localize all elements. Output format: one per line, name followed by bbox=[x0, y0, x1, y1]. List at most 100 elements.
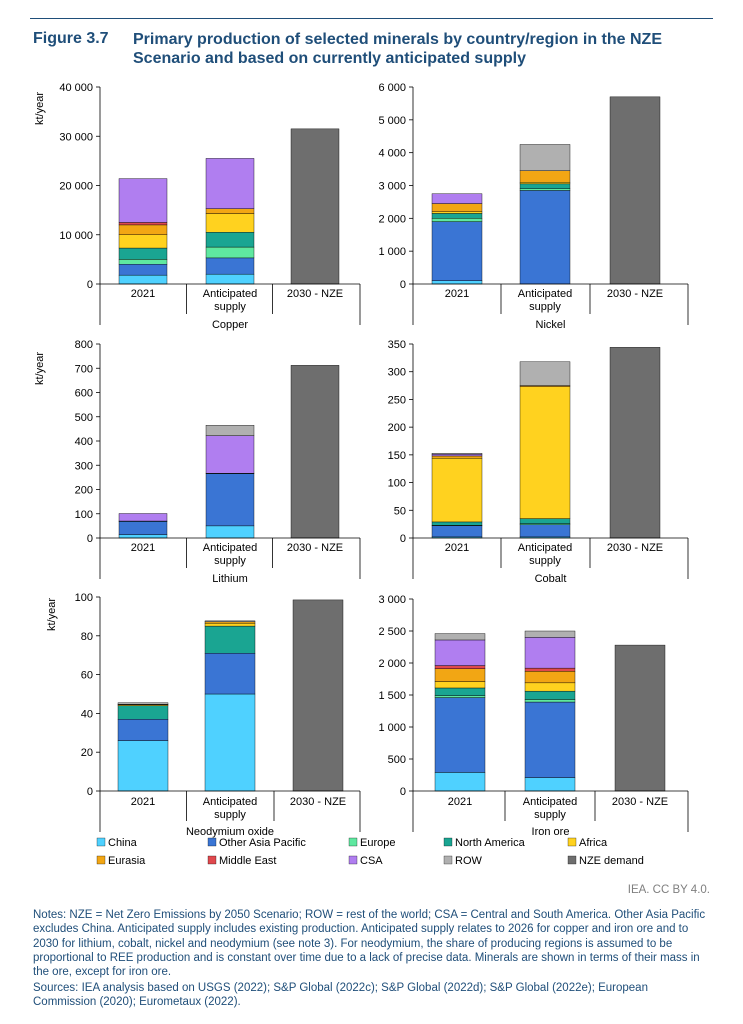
y-tick-label: 2 000 bbox=[378, 213, 406, 225]
y-tick-label: 500 bbox=[75, 412, 93, 424]
y-tick-label: 40 bbox=[81, 708, 93, 720]
bar-segment-row bbox=[205, 425, 255, 436]
bar-segment-africa bbox=[519, 386, 571, 519]
bar-segment-north-america bbox=[118, 247, 168, 260]
legend-label: Africa bbox=[579, 837, 608, 849]
bar-segment-row bbox=[434, 633, 486, 641]
bar-segment-africa bbox=[205, 213, 255, 233]
y-tick-label: 50 bbox=[394, 505, 406, 517]
y-tick-label: 400 bbox=[75, 436, 93, 448]
bar-segment-nze-demand bbox=[290, 128, 340, 285]
legend-label: China bbox=[108, 837, 138, 849]
bar-segment-other-asia-pacific bbox=[205, 257, 255, 275]
x-category-label: Anticipated supply bbox=[523, 796, 577, 821]
bar-segment-other-asia-pacific bbox=[434, 697, 486, 773]
legend-swatch-other-asia-pacific bbox=[207, 837, 217, 847]
x-category-label: 2021 bbox=[445, 288, 469, 300]
bar-segment-north-america bbox=[431, 521, 483, 526]
sources-text: Sources: IEA analysis based on USGS (202… bbox=[33, 982, 648, 1009]
legend-swatch-nze-demand bbox=[567, 855, 577, 865]
bar-segment-north-america bbox=[524, 690, 576, 700]
bar-segment-eurasia bbox=[524, 671, 576, 684]
bar-segment-china bbox=[118, 274, 168, 285]
x-category-label: 2030 - NZE bbox=[290, 796, 346, 808]
bar-segment-eurasia bbox=[434, 668, 486, 682]
y-tick-label: 200 bbox=[388, 422, 406, 434]
bar-segment-africa bbox=[204, 622, 256, 627]
bar-segment-other-asia-pacific bbox=[431, 221, 483, 281]
legend-swatch-europe bbox=[348, 837, 358, 847]
legend-swatch-eurasia bbox=[96, 855, 106, 865]
bar-segment-eurasia bbox=[118, 224, 168, 235]
bar-segment-africa bbox=[434, 681, 486, 689]
bar-segment-row bbox=[431, 452, 483, 455]
bar-segment-north-america bbox=[205, 232, 255, 248]
y-tick-label: 0 bbox=[87, 786, 93, 798]
y-tick-label: 100 bbox=[75, 509, 93, 521]
chart-title: Lithium bbox=[212, 573, 247, 585]
bar-segment-africa bbox=[431, 211, 483, 214]
bar-segment-nze-demand bbox=[290, 365, 340, 539]
bar-segment-csa bbox=[524, 637, 576, 669]
legend-swatch-row bbox=[443, 855, 453, 865]
y-tick-label: 500 bbox=[388, 754, 406, 766]
legend-label: North America bbox=[455, 837, 526, 849]
bar-segment-china bbox=[434, 772, 486, 792]
bar-segment-other-asia-pacific bbox=[431, 525, 483, 538]
x-category-label: 2021 bbox=[445, 542, 469, 554]
bar-segment-csa bbox=[118, 178, 168, 223]
chart-title: Iron ore bbox=[532, 826, 570, 838]
y-tick-label: 800 bbox=[75, 339, 93, 351]
chart-neodymium-oxide: 0 20 40 60 80 100 kt/year 2021 Anticipated supply… bbox=[46, 592, 361, 838]
chart-copper: 0 10 000 20 000 30 000 40 000 kt/year 2021 Anti… bbox=[34, 82, 361, 331]
bar-segment-other-asia-pacific bbox=[118, 521, 168, 535]
legend-swatch-middle-east bbox=[207, 855, 217, 865]
y-tick-label: 200 bbox=[75, 485, 93, 497]
credit-line: IEA. CC BY 4.0. bbox=[627, 884, 710, 896]
bar-segment-middle-east bbox=[118, 222, 168, 226]
bar-segment-china bbox=[524, 777, 576, 792]
legend-label: NZE demand bbox=[579, 855, 644, 867]
figure-title: Primary production of selected minerals … bbox=[133, 31, 662, 67]
legend-label: Eurasia bbox=[108, 855, 146, 867]
y-tick-label: 10 000 bbox=[59, 230, 93, 242]
bar-segment-europe bbox=[434, 695, 486, 698]
legend-label: Europe bbox=[360, 837, 395, 849]
x-category-label: Anticipated supply bbox=[518, 542, 572, 567]
bar-segment-eurasia bbox=[204, 621, 256, 624]
x-category-label: Anticipated supply bbox=[203, 542, 257, 567]
bar-segment-csa bbox=[205, 435, 255, 474]
y-tick-label: 0 bbox=[400, 533, 406, 545]
bar-segment-africa bbox=[519, 182, 571, 185]
bar-segment-africa bbox=[524, 682, 576, 692]
bar-segment-other-asia-pacific bbox=[117, 719, 169, 741]
chart-title: Nickel bbox=[536, 319, 566, 331]
bar-segment-nze-demand bbox=[292, 599, 344, 792]
legend-swatch-africa bbox=[567, 837, 577, 847]
bar-segment-china bbox=[117, 740, 169, 792]
bar-segment-other-asia-pacific bbox=[118, 264, 168, 276]
x-category-label: 2030 - NZE bbox=[287, 288, 343, 300]
bar-segment-north-america bbox=[434, 687, 486, 696]
legend-label: Other Asia Pacific bbox=[219, 837, 306, 849]
bar-segment-eurasia bbox=[431, 455, 483, 459]
y-tick-label: 1 000 bbox=[378, 246, 406, 258]
bar-segment-middle-east bbox=[524, 667, 576, 672]
x-category-label: 2030 - NZE bbox=[607, 288, 663, 300]
chart-iron-ore: 0 500 1 000 1 500 2 000 2 500 3 000 2021 Anticip… bbox=[378, 594, 689, 838]
y-tick-label: 100 bbox=[388, 478, 406, 490]
legend: China Other Asia Pacific Europe North Ameri… bbox=[96, 837, 644, 867]
chart-title: Cobalt bbox=[535, 573, 567, 585]
y-tick-label: 250 bbox=[388, 394, 406, 406]
y-tick-label: 600 bbox=[75, 388, 93, 400]
y-tick-label: 0 bbox=[87, 279, 93, 291]
y-axis-label: kt/year bbox=[34, 92, 46, 125]
bar-segment-nze-demand bbox=[609, 347, 661, 539]
notes-text: Notes: NZE = Net Zero Emissions by 2050 … bbox=[33, 909, 706, 979]
bar-segment-other-asia-pacific bbox=[204, 653, 256, 695]
y-tick-label: 100 bbox=[75, 592, 93, 604]
bar-segment-eurasia bbox=[205, 208, 255, 214]
bar-segment-china bbox=[431, 280, 483, 285]
bar-segment-north-america bbox=[519, 518, 571, 524]
bar-segment-row bbox=[519, 144, 571, 171]
